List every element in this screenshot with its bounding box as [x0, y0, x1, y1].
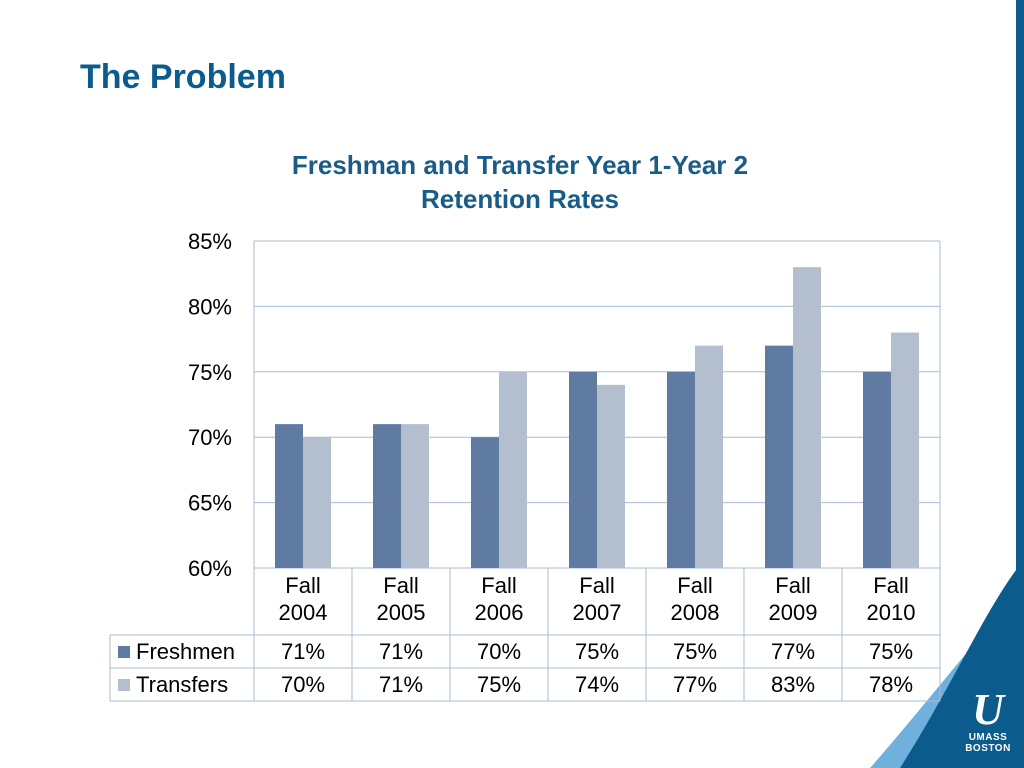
- x-category-label-line1: Fall: [285, 573, 320, 598]
- bar-transfers: [499, 371, 527, 568]
- x-category-label-line2: 2009: [769, 600, 818, 625]
- x-category-label-line2: 2010: [867, 600, 916, 625]
- bar-freshmen: [471, 437, 499, 568]
- x-category-label-line1: Fall: [481, 573, 516, 598]
- bar-freshmen: [667, 371, 695, 568]
- x-category-label-line1: Fall: [579, 573, 614, 598]
- data-table-value: 77%: [673, 672, 717, 697]
- data-table-value: 70%: [477, 639, 521, 664]
- data-table-value: 75%: [477, 672, 521, 697]
- x-category-label-line2: 2008: [671, 600, 720, 625]
- x-category-label-line2: 2007: [573, 600, 622, 625]
- bar-transfers: [303, 437, 331, 568]
- logo-text-line-2: BOSTON: [965, 743, 1011, 754]
- data-table-value: 83%: [771, 672, 815, 697]
- bar-transfers: [695, 345, 723, 568]
- bar-freshmen: [373, 424, 401, 568]
- bar-freshmen: [275, 424, 303, 568]
- data-table-value: 78%: [869, 672, 913, 697]
- data-table-value: 75%: [673, 639, 717, 664]
- data-table-value: 70%: [281, 672, 325, 697]
- slide-title: The Problem: [80, 58, 286, 96]
- y-tick-label: 80%: [188, 294, 232, 319]
- x-category-label-line1: Fall: [775, 573, 810, 598]
- right-edge-strip: [1016, 0, 1024, 768]
- x-category-label-line2: 2005: [377, 600, 426, 625]
- bar-transfers: [793, 267, 821, 568]
- y-tick-label: 85%: [188, 229, 232, 254]
- logo-text-line-1: UMASS: [968, 732, 1008, 743]
- x-category-label-line2: 2004: [279, 600, 328, 625]
- x-category-label-line2: 2006: [475, 600, 524, 625]
- chart-title-line-1: Freshman and Transfer Year 1-Year 2: [291, 150, 749, 180]
- x-category-label-line1: Fall: [873, 573, 908, 598]
- corner-wave-dark: [900, 560, 1024, 768]
- legend-key-freshmen: [118, 646, 130, 658]
- bar-transfers: [891, 332, 919, 568]
- bar-freshmen: [569, 371, 597, 568]
- umass-boston-logo: U UMASS BOSTON: [960, 688, 1016, 760]
- x-category-label-line1: Fall: [383, 573, 418, 598]
- data-table-value: 71%: [379, 672, 423, 697]
- bar-freshmen: [765, 345, 793, 568]
- y-tick-label: 60%: [188, 556, 232, 581]
- legend-label: Transfers: [136, 672, 228, 697]
- bar-transfers: [597, 384, 625, 568]
- bar-transfers: [401, 424, 429, 568]
- umass-logo-mark-icon: U: [972, 685, 1004, 734]
- x-category-label-line1: Fall: [677, 573, 712, 598]
- data-table-value: 77%: [771, 639, 815, 664]
- chart-title: Freshman and Transfer Year 1-Year 2 Rete…: [220, 148, 820, 216]
- y-tick-label: 75%: [188, 360, 232, 385]
- data-table-value: 71%: [281, 639, 325, 664]
- data-table-value: 74%: [575, 672, 619, 697]
- chart-title-line-2: Retention Rates: [421, 184, 619, 214]
- data-table-value: 75%: [575, 639, 619, 664]
- legend-key-transfers: [118, 679, 130, 691]
- y-tick-label: 70%: [188, 425, 232, 450]
- legend-label: Freshmen: [136, 639, 235, 664]
- y-tick-label: 65%: [188, 491, 232, 516]
- bar-freshmen: [863, 371, 891, 568]
- data-table-value: 71%: [379, 639, 423, 664]
- data-table-value: 75%: [869, 639, 913, 664]
